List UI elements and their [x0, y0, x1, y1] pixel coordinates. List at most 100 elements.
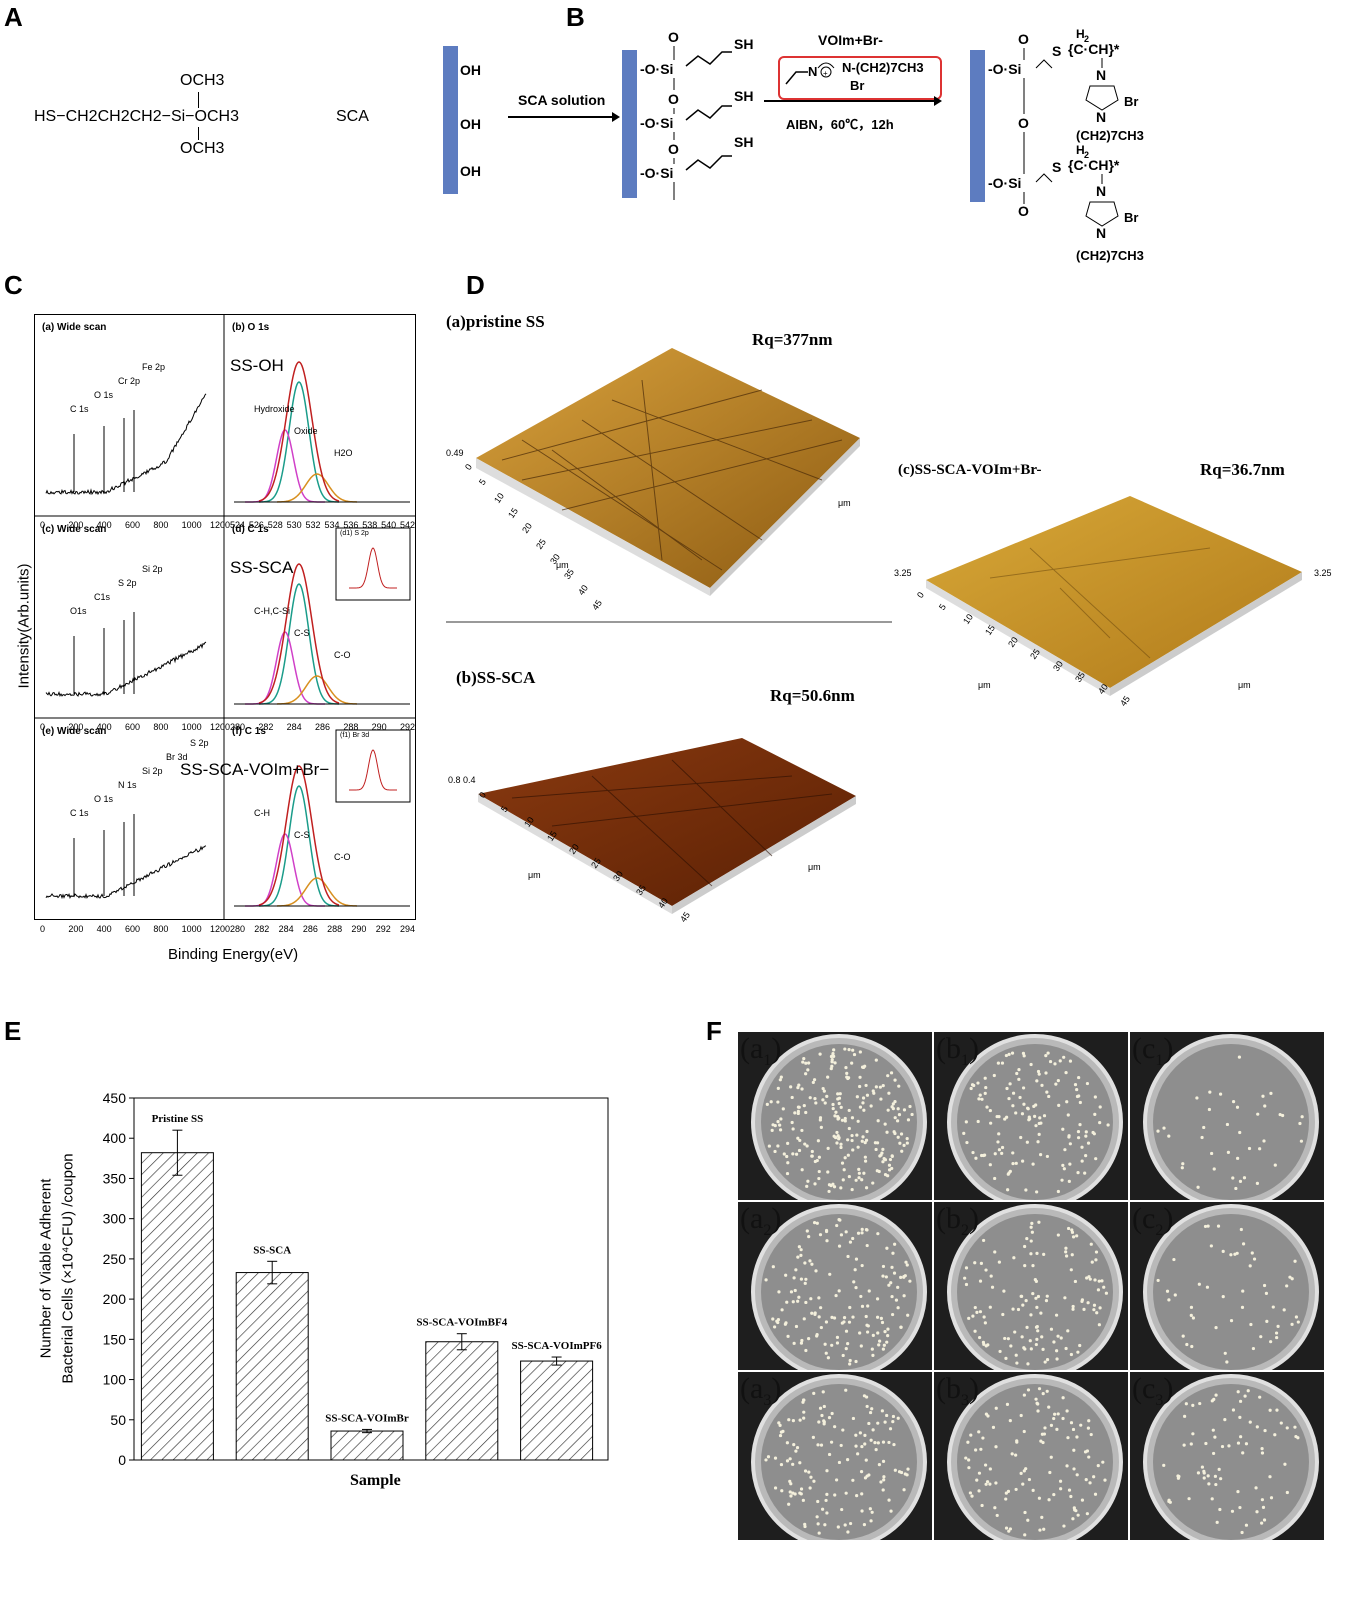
- colony: [846, 1530, 849, 1533]
- colony: [797, 1084, 800, 1087]
- colony: [1093, 1304, 1096, 1307]
- colony: [851, 1049, 854, 1052]
- colony: [965, 1266, 968, 1269]
- xps-xtick: 200: [68, 924, 83, 934]
- colony: [1022, 1346, 1025, 1349]
- colony: [1272, 1305, 1275, 1308]
- plate-label: (a2): [740, 1202, 781, 1240]
- colony: [838, 1245, 841, 1248]
- colony: [1253, 1257, 1256, 1260]
- colony: [984, 1077, 987, 1080]
- colony: [1022, 1052, 1025, 1055]
- colony: [975, 1479, 978, 1482]
- colony: [846, 1255, 849, 1258]
- colony: [1191, 1432, 1194, 1435]
- xps-xtick: 530: [287, 520, 302, 530]
- colony: [891, 1155, 894, 1158]
- y-tick-label: 350: [103, 1170, 127, 1186]
- colony: [847, 1154, 850, 1157]
- bar: [141, 1153, 213, 1460]
- colony: [806, 1068, 809, 1071]
- colony: [1044, 1054, 1047, 1057]
- colony: [1098, 1306, 1101, 1309]
- bar-label: SS-SCA-VOImBr: [325, 1412, 409, 1424]
- colony: [1237, 1441, 1240, 1444]
- colony: [1039, 1153, 1042, 1156]
- petri-plate-c1: (c1): [1130, 1032, 1324, 1200]
- colony: [879, 1480, 882, 1483]
- plate-label: (a3): [740, 1372, 781, 1410]
- colony: [1069, 1142, 1072, 1145]
- colony: [873, 1441, 876, 1444]
- colony: [1038, 1387, 1041, 1390]
- colony: [816, 1500, 819, 1503]
- colony: [889, 1510, 892, 1513]
- colony: [840, 1508, 843, 1511]
- sca-formula: HS−CH2CH2CH2−Si−OCH3: [34, 108, 239, 126]
- colony: [1035, 1402, 1038, 1405]
- colony: [1167, 1298, 1170, 1301]
- colony: [1211, 1497, 1214, 1500]
- sca-och3-top: OCH3: [180, 72, 224, 90]
- colony: [822, 1390, 825, 1393]
- colony: [1166, 1290, 1169, 1293]
- colony: [1185, 1402, 1188, 1405]
- colony: [861, 1305, 864, 1308]
- colony: [882, 1441, 885, 1444]
- petri-plate-a1: (a1): [738, 1032, 932, 1200]
- colony: [854, 1360, 857, 1363]
- colony: [993, 1177, 996, 1180]
- colony: [881, 1148, 884, 1151]
- colony: [1024, 1188, 1027, 1191]
- colony: [860, 1445, 863, 1448]
- plate-label: (b3): [936, 1372, 979, 1410]
- colony: [798, 1149, 801, 1152]
- svg-text:S: S: [1052, 43, 1061, 59]
- colony: [1042, 1253, 1045, 1256]
- colony: [1069, 1060, 1072, 1063]
- colony: [790, 1290, 793, 1293]
- colony: [875, 1085, 878, 1088]
- colony: [824, 1101, 827, 1104]
- colony: [891, 1252, 894, 1255]
- colony: [807, 1337, 810, 1340]
- colony: [825, 1352, 828, 1355]
- xps-xlabel: Binding Energy(eV): [168, 946, 298, 963]
- colony: [984, 1092, 987, 1095]
- colony: [1077, 1514, 1080, 1517]
- colony: [1035, 1306, 1038, 1309]
- xps-trace: [234, 730, 410, 906]
- colony: [982, 1239, 985, 1242]
- colony: [815, 1334, 818, 1337]
- colony: [879, 1086, 882, 1089]
- colony: [897, 1085, 900, 1088]
- colony: [804, 1469, 807, 1472]
- colony: [771, 1317, 774, 1320]
- colony: [1207, 1482, 1210, 1485]
- colony: [1182, 1334, 1185, 1337]
- colony: [806, 1180, 809, 1183]
- colony: [1063, 1148, 1066, 1151]
- colony: [774, 1486, 777, 1489]
- colony: [871, 1181, 874, 1184]
- colony: [886, 1334, 889, 1337]
- colony: [974, 1306, 977, 1309]
- colony: [866, 1304, 869, 1307]
- colony: [877, 1119, 880, 1122]
- colony: [882, 1478, 885, 1481]
- colony: [864, 1156, 867, 1159]
- colony: [1075, 1435, 1078, 1438]
- colony: [1035, 1079, 1038, 1082]
- colony: [1285, 1284, 1288, 1287]
- colony: [1290, 1323, 1293, 1326]
- colony: [1038, 1073, 1041, 1076]
- colony: [1059, 1487, 1062, 1490]
- colony: [887, 1109, 890, 1112]
- colony: [1297, 1320, 1300, 1323]
- xps-sample-label: SS-OH: [230, 356, 284, 376]
- xps-trace: [46, 814, 206, 898]
- colony: [860, 1509, 863, 1512]
- colony: [784, 1323, 787, 1326]
- colony: [1218, 1508, 1221, 1511]
- colony: [865, 1139, 868, 1142]
